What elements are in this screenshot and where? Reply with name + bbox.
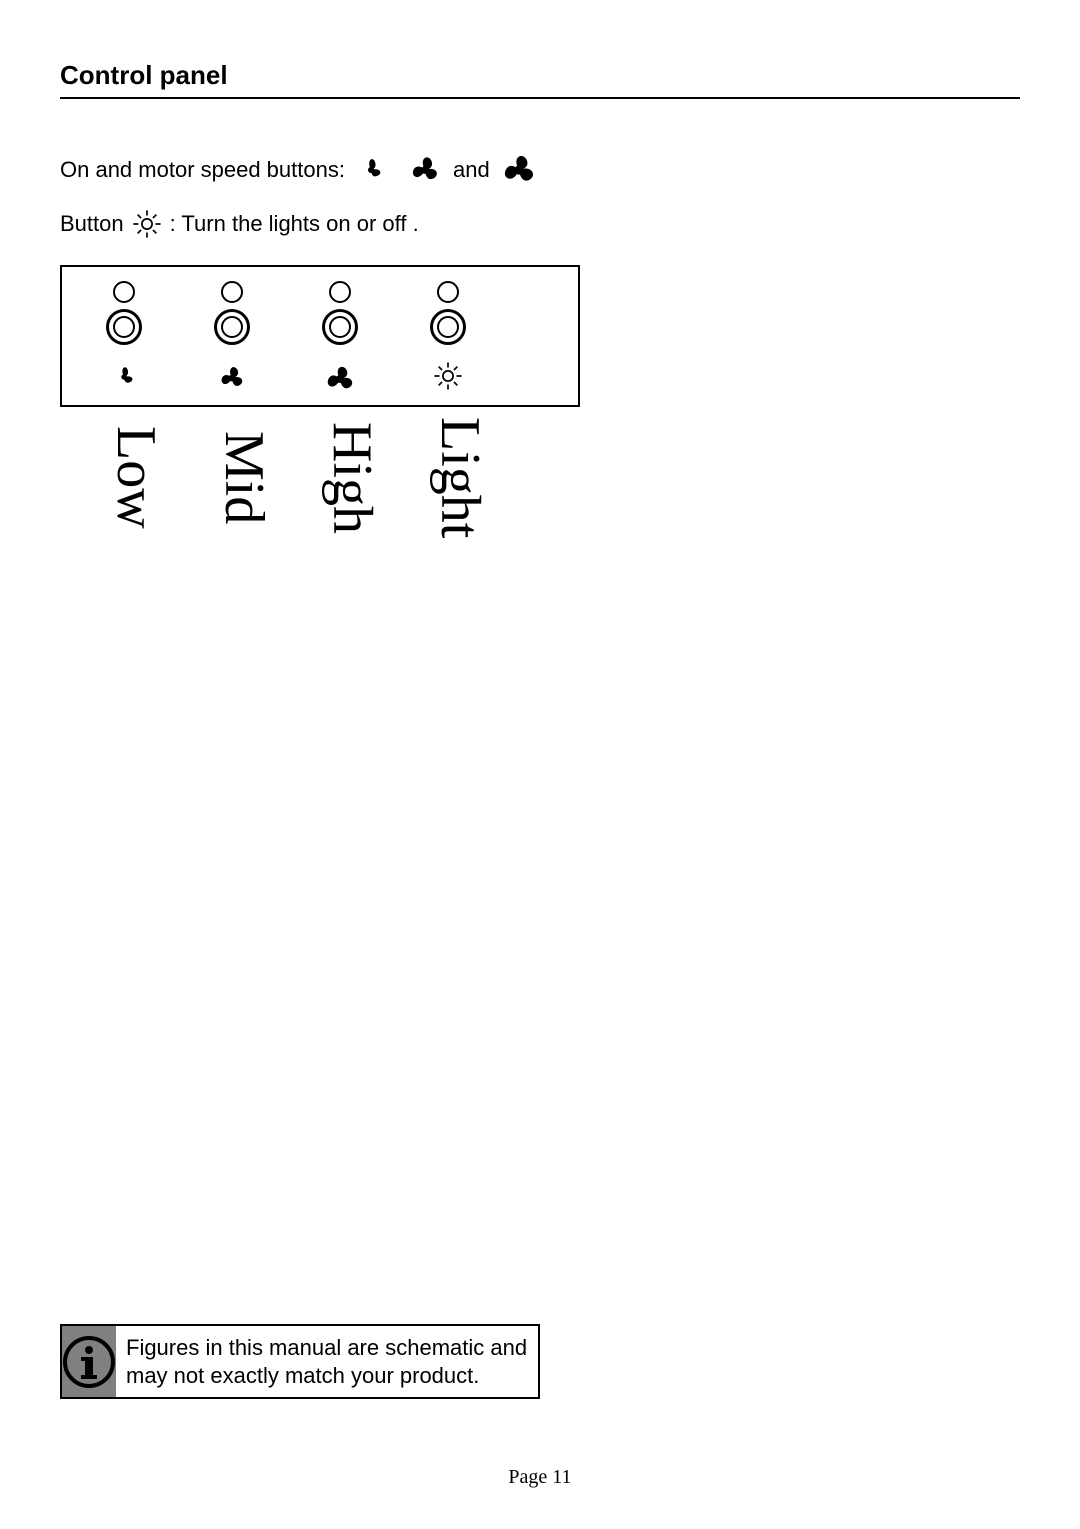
page-number: Page 11: [0, 1466, 1080, 1489]
control-panel-box: [60, 265, 580, 407]
panel-label-light: Light: [384, 417, 492, 538]
fan-mid-icon: [213, 359, 251, 397]
push-button-icon: [106, 309, 142, 345]
panel-col-light: [394, 281, 502, 399]
line2-text-pre: Button: [60, 211, 124, 237]
panel-col-high: [286, 281, 394, 399]
panel-label-row: Low Mid High Light: [60, 407, 580, 538]
fan-high-icon: [496, 147, 542, 193]
indicator-light-icon: [113, 281, 135, 303]
line1-text-and: and: [453, 157, 490, 183]
line-light-button: Button : Turn the lights on or off .: [60, 207, 1020, 241]
fan-low-icon: [351, 150, 391, 190]
indicator-light-icon: [221, 281, 243, 303]
control-panel-diagram: Low Mid High Light: [60, 265, 580, 538]
section-heading: Control panel: [60, 60, 1020, 99]
fan-low-icon: [106, 359, 142, 395]
panel-label-mid: Mid: [168, 417, 276, 538]
line-motor-speed: On and motor speed buttons: and: [60, 147, 1020, 193]
document-page: Control panel On and motor speed buttons…: [0, 0, 1080, 1529]
panel-col-low: [70, 281, 178, 399]
panel-label-high: High: [276, 417, 384, 538]
line1-text-pre: On and motor speed buttons:: [60, 157, 345, 183]
push-button-icon: [214, 309, 250, 345]
indicator-light-icon: [329, 281, 351, 303]
fan-high-icon: [320, 359, 360, 399]
light-icon: [130, 207, 164, 241]
push-button-icon: [430, 309, 466, 345]
info-note-box: Figures in this manual are schematic and…: [60, 1324, 540, 1399]
info-note-text: Figures in this manual are schematic and…: [116, 1326, 538, 1397]
light-icon: [431, 359, 465, 393]
push-button-icon: [322, 309, 358, 345]
panel-label-low: Low: [60, 417, 168, 538]
indicator-light-icon: [437, 281, 459, 303]
panel-spacer: [502, 281, 570, 399]
fan-mid-icon: [403, 148, 447, 192]
info-icon: [62, 1326, 116, 1397]
line2-text-post: : Turn the lights on or off .: [170, 211, 419, 237]
panel-col-mid: [178, 281, 286, 399]
